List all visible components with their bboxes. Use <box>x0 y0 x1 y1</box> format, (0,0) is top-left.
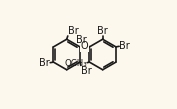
Text: O: O <box>81 41 88 51</box>
Text: Br: Br <box>97 26 108 36</box>
Text: Br: Br <box>119 41 130 51</box>
Text: OCH₃: OCH₃ <box>64 59 87 67</box>
Text: Br: Br <box>39 58 50 68</box>
Text: Br: Br <box>76 35 87 45</box>
Text: Br: Br <box>68 26 79 36</box>
Text: Br: Br <box>81 66 92 76</box>
